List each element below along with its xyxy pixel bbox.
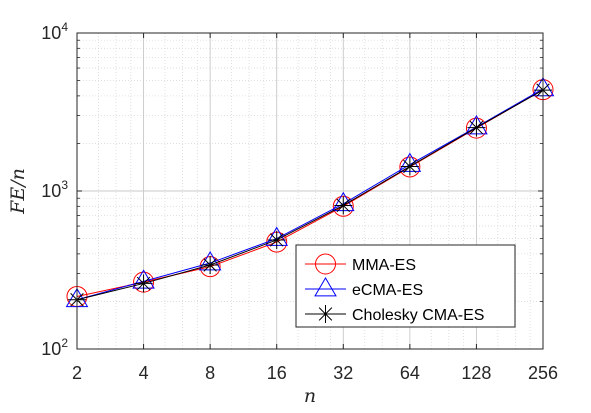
y-tick-label: 104 [41, 20, 68, 43]
series-line [76, 89, 544, 301]
y-tick-labels: 102 103 104 [41, 20, 68, 359]
asterisk-marker [134, 274, 153, 293]
legend-label: Cholesky CMA-ES [352, 307, 484, 324]
circle-marker [399, 156, 421, 178]
axis-ticks [76, 32, 544, 350]
x-tick-label: 4 [139, 363, 149, 383]
asterisk-marker [334, 196, 353, 215]
x-tick-label: 2 [72, 363, 82, 383]
y-axis-title: FE/n [7, 168, 29, 215]
x-tick-label: 32 [333, 363, 353, 383]
legend-entry: Cholesky CMA-ES [305, 305, 484, 324]
series-layer [65, 76, 555, 309]
x-tick-labels: 2 4 8 16 32 64 128 256 [72, 363, 558, 383]
legend-entry: MMA-ES [305, 253, 416, 275]
circle-marker [332, 195, 354, 217]
x-tick-label: 64 [400, 363, 420, 383]
y-tick-label: 102 [41, 336, 68, 359]
asterisk-marker [400, 157, 419, 176]
legend-entry: eCMA-ES [305, 277, 423, 299]
legend-entries: MMA-ES eCMA-ES Cholesky CMA-ES [305, 253, 484, 324]
asterisk-marker [267, 230, 286, 249]
circle-marker [315, 253, 336, 275]
asterisk-marker [316, 305, 335, 323]
series-line [76, 88, 544, 301]
legend-box [295, 244, 516, 328]
legend: MMA-ES eCMA-ES Cholesky CMA-ES [295, 244, 516, 328]
circle-marker [465, 117, 487, 139]
x-tick-label: 16 [267, 363, 287, 383]
x-tick-label: 128 [461, 363, 491, 383]
asterisk-marker [467, 118, 486, 137]
y-tick-label: 103 [41, 178, 68, 201]
x-tick-label: 256 [528, 363, 558, 383]
legend-label: MMA-ES [352, 257, 416, 274]
asterisk-marker [201, 256, 220, 275]
legend-label: eCMA-ES [352, 282, 423, 299]
triangle-marker [314, 277, 337, 297]
x-axis-title: n [304, 385, 316, 407]
x-tick-label: 8 [205, 363, 215, 383]
